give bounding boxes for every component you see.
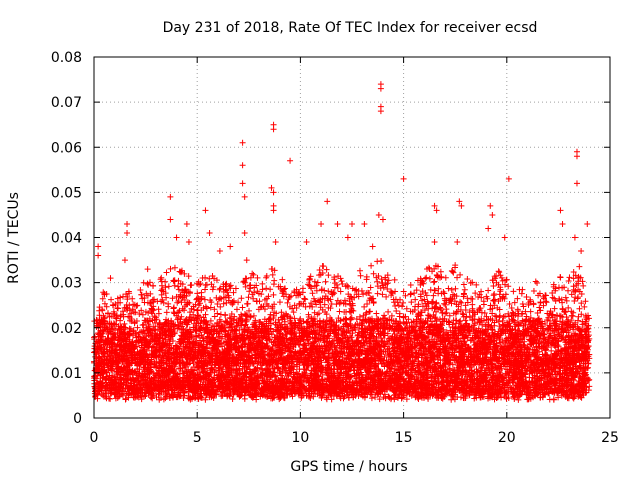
data-point xyxy=(489,327,496,334)
data-point xyxy=(515,396,522,403)
data-point xyxy=(447,327,454,334)
data-point xyxy=(548,347,555,354)
data-points xyxy=(91,81,593,403)
chart-title: Day 231 of 2018, Rate Of TEC Index for r… xyxy=(163,20,538,36)
data-point xyxy=(403,396,410,403)
